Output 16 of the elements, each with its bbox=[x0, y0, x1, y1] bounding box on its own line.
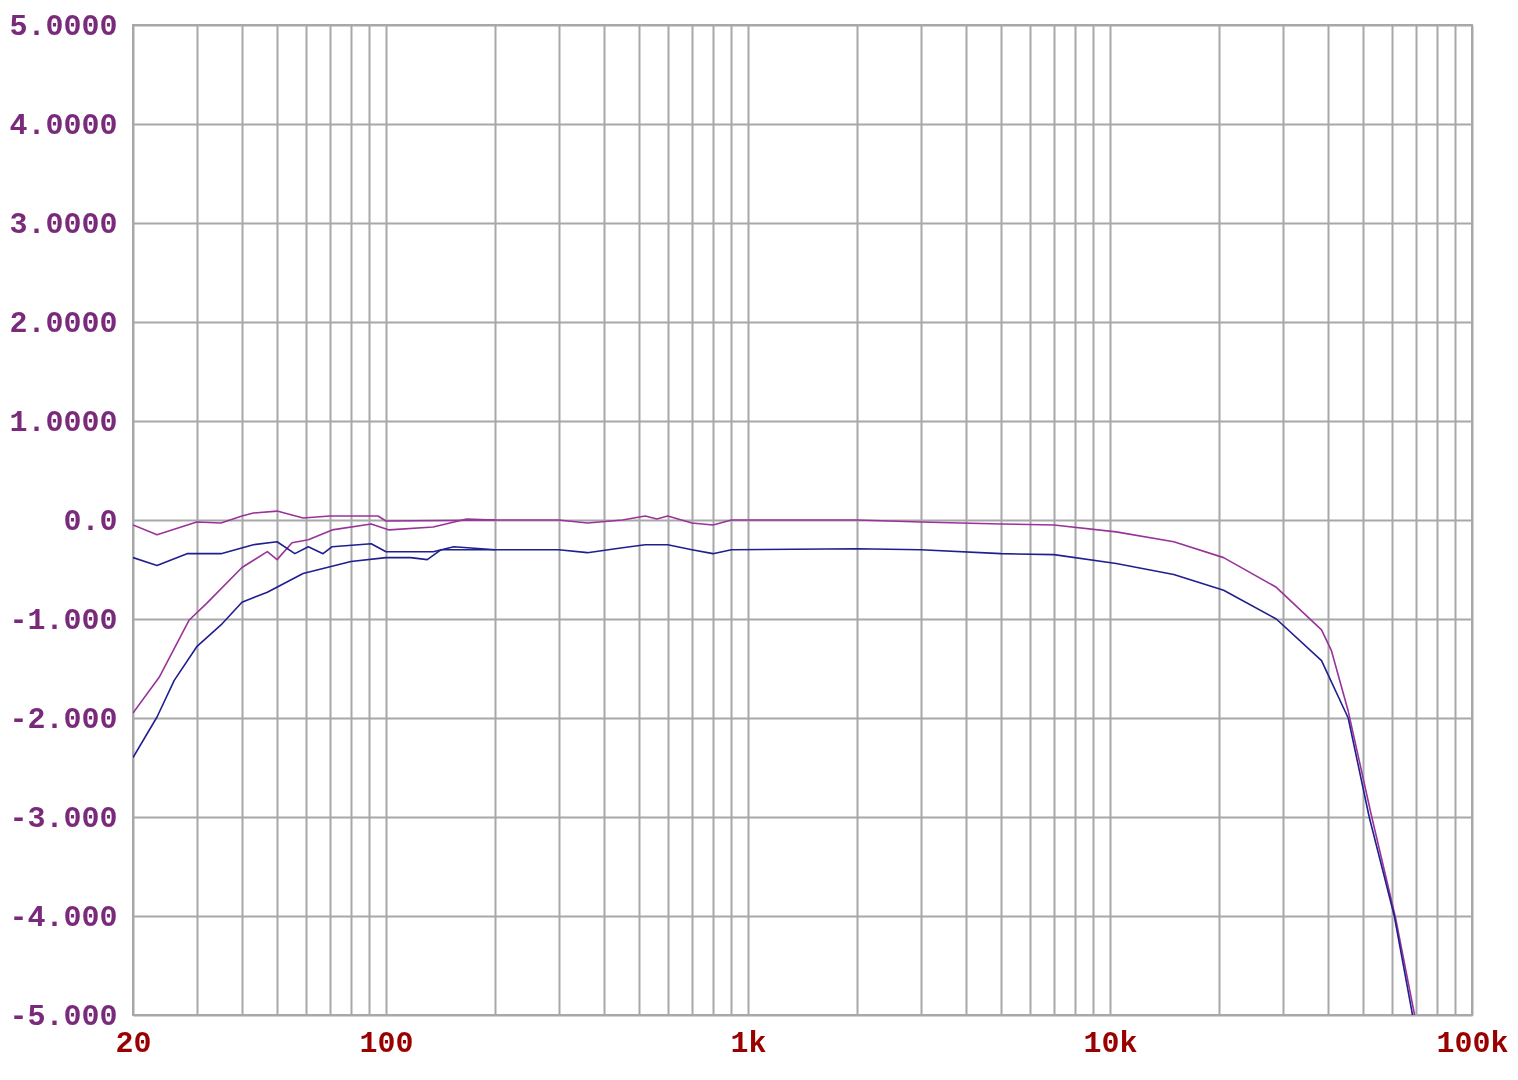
y-tick-label: 3.0000 bbox=[9, 207, 118, 242]
y-tick-label: -5.000 bbox=[9, 999, 118, 1034]
x-tick-label: 1k bbox=[730, 1026, 767, 1061]
x-tick-label: 20 bbox=[115, 1026, 152, 1061]
y-tick-label: -3.000 bbox=[9, 801, 118, 836]
y-tick-label: 4.0000 bbox=[9, 108, 118, 143]
x-tick-label: 100 bbox=[359, 1026, 414, 1061]
x-tick-label: 10k bbox=[1083, 1026, 1138, 1061]
y-tick-label: 5.0000 bbox=[9, 9, 118, 44]
y-tick-label: 1.0000 bbox=[9, 405, 118, 440]
y-tick-label: 0.0 bbox=[63, 504, 118, 539]
y-tick-label: 2.0000 bbox=[9, 306, 118, 341]
x-tick-label: 100k bbox=[1436, 1026, 1509, 1061]
y-tick-label: -4.000 bbox=[9, 900, 118, 935]
y-tick-label: -2.000 bbox=[9, 702, 118, 737]
y-tick-label: -1.000 bbox=[9, 603, 118, 638]
